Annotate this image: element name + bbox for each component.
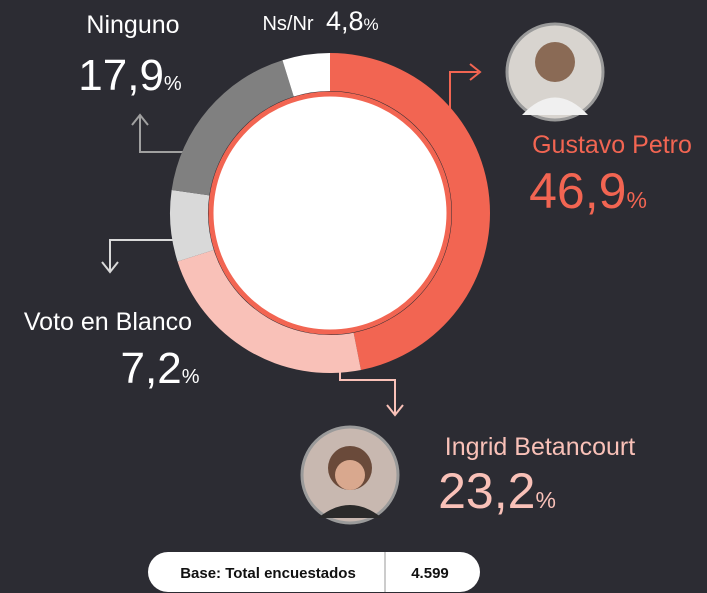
donut-segment: [170, 189, 214, 262]
photo-petro: [505, 22, 605, 122]
value-unit: %: [626, 187, 646, 213]
value-label: 4,8%: [326, 6, 379, 36]
value-number: 4,8: [326, 6, 364, 36]
segment-label: Voto en Blanco: [24, 308, 192, 336]
base-value: 4.599: [411, 565, 449, 582]
value-number: 17,9: [78, 51, 164, 100]
donut-segment: [330, 53, 491, 370]
value-number: 46,9: [529, 163, 626, 219]
value-unit: %: [164, 73, 182, 95]
segment-label: Ns/Nr: [262, 13, 313, 35]
value-unit: %: [364, 15, 379, 34]
base-box: Base: Total encuestados 4.599: [148, 552, 480, 592]
base-label: Base: Total encuestados: [180, 565, 356, 582]
value-label: 46,9%: [529, 163, 647, 219]
value-label: 17,9%: [78, 51, 182, 100]
inner-disc: [208, 91, 452, 335]
donut-segment: [282, 53, 330, 97]
photo-betancourt: [300, 425, 400, 525]
donut-segment: [171, 60, 294, 196]
segment-label: Ingrid Betancourt: [445, 433, 635, 461]
value-unit: %: [182, 366, 200, 388]
value-label: 23,2%: [438, 463, 556, 519]
value-number: 7,2: [121, 344, 182, 393]
donut-segment: [177, 249, 361, 373]
segment-label: Gustavo Petro: [532, 131, 692, 159]
value-unit: %: [535, 487, 555, 513]
value-label: 7,2%: [121, 344, 200, 393]
value-number: 23,2: [438, 463, 535, 519]
segment-label: Ninguno: [86, 11, 179, 39]
